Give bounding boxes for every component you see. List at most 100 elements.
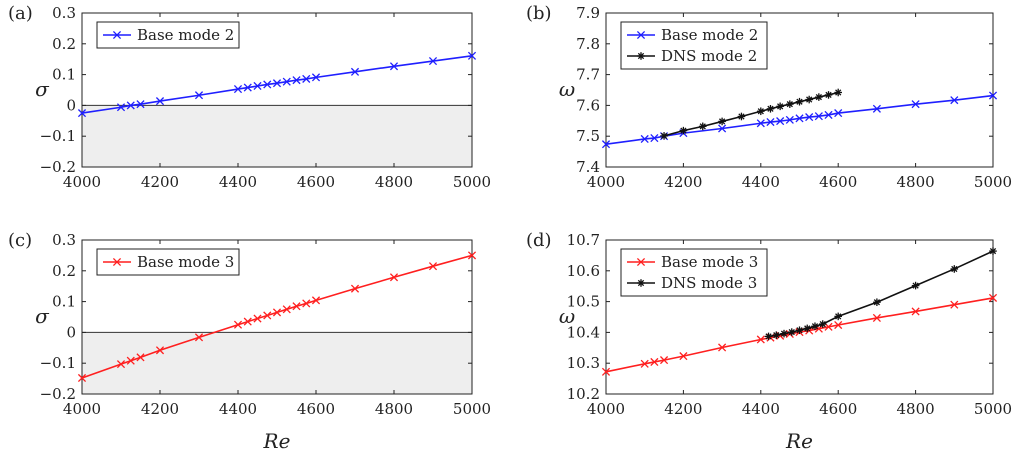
axes-frame <box>605 239 994 395</box>
series-dns-mode-3 <box>764 247 997 341</box>
data-point <box>988 91 998 100</box>
data-point <box>950 300 959 309</box>
data-point <box>194 91 204 100</box>
y-tick-label: 7.7 <box>576 66 600 84</box>
shaded-region <box>82 332 472 394</box>
legend-marker <box>636 257 646 267</box>
x-tick-label: 4200 <box>141 173 179 191</box>
y-tick-label: 0.2 <box>52 262 76 280</box>
y-tick-label: −0.2 <box>40 158 76 176</box>
data-point <box>815 93 823 101</box>
data-point <box>834 312 842 321</box>
data-point <box>467 251 477 260</box>
y-axis-label: σ <box>35 304 50 328</box>
data-point <box>737 112 746 121</box>
x-tick-label: 5000 <box>453 400 491 418</box>
data-point <box>77 109 87 118</box>
data-point <box>718 117 726 126</box>
data-point <box>988 293 998 302</box>
y-tick-label: −0.1 <box>40 127 76 145</box>
data-point <box>155 346 165 355</box>
legend-marker <box>636 30 646 40</box>
data-point <box>803 324 812 333</box>
y-axis-label: σ <box>35 77 50 101</box>
data-point <box>233 320 243 329</box>
data-point <box>872 104 881 113</box>
data-point <box>824 110 833 120</box>
data-point <box>718 343 727 352</box>
panel-label: (d) <box>526 230 552 251</box>
data-point <box>834 109 843 118</box>
data-point <box>834 320 843 330</box>
data-point <box>811 322 819 331</box>
x-tick-label: 4000 <box>587 400 625 418</box>
y-tick-label: 7.9 <box>576 4 600 22</box>
data-point <box>263 311 272 320</box>
legend-entry: DNS mode 2 <box>661 47 757 65</box>
axes-frame <box>81 12 473 168</box>
data-point <box>428 262 438 271</box>
data-point <box>786 100 794 108</box>
y-tick-label: 10.7 <box>567 231 600 249</box>
y-tick-label: 10.3 <box>567 354 600 372</box>
panel-label: (b) <box>526 3 552 24</box>
data-point <box>787 328 796 336</box>
data-point <box>302 299 311 308</box>
panel-label: (a) <box>8 3 33 24</box>
x-tick-label: 4800 <box>897 173 935 191</box>
legend-entry: Base mode 3 <box>137 253 234 271</box>
x-tick-label: 4200 <box>664 173 702 191</box>
data-point <box>253 314 262 323</box>
data-point <box>302 74 311 83</box>
data-point <box>263 80 272 89</box>
legend-entry: DNS mode 3 <box>661 274 757 292</box>
y-axis-label: ω <box>559 77 575 101</box>
x-tick-label: 4400 <box>219 173 257 191</box>
data-point <box>805 95 813 104</box>
data-point <box>311 296 321 305</box>
legend-box <box>620 21 768 70</box>
legend-marker <box>637 52 645 60</box>
data-point <box>601 140 611 149</box>
y-tick-label: 10.5 <box>567 293 600 311</box>
data-point <box>350 284 360 293</box>
x-tick-label: 5000 <box>974 400 1012 418</box>
data-point <box>660 132 668 140</box>
legend-entry: Base mode 3 <box>661 253 758 271</box>
data-point <box>795 97 804 106</box>
series-dns-mode-2 <box>660 88 842 140</box>
data-point <box>873 298 881 307</box>
data-point <box>640 134 649 144</box>
y-tick-label: 0 <box>66 323 76 341</box>
x-tick-label: 4600 <box>819 400 857 418</box>
legend-marker <box>112 257 122 267</box>
axes-frame <box>81 239 473 395</box>
data-point <box>834 88 842 97</box>
series-base-mode-3 <box>77 251 477 383</box>
x-tick-label: 4000 <box>587 173 625 191</box>
data-point <box>389 273 399 282</box>
data-point <box>650 133 659 143</box>
shaded-region <box>82 105 472 167</box>
legend-entry: Base mode 2 <box>137 26 234 44</box>
panel-label: (c) <box>8 230 32 251</box>
series-line <box>768 250 994 338</box>
data-point <box>795 114 804 123</box>
x-tick-label: 4600 <box>297 173 335 191</box>
data-point <box>194 333 204 342</box>
data-point <box>950 96 959 105</box>
data-point <box>679 352 688 361</box>
data-point <box>805 113 814 122</box>
x-tick-label: 4800 <box>375 400 413 418</box>
legend: Base mode 3 DNS mode 3 <box>620 248 768 297</box>
data-point <box>785 115 794 124</box>
data-point <box>824 91 833 99</box>
x-axis-label: Re <box>263 429 291 453</box>
data-point <box>292 302 301 311</box>
chart-panel-c: 4000 4200 4400 4600 4800 5000 −0.2 −0.1 0 0.1 0.2 0… <box>8 230 491 453</box>
data-point <box>253 81 262 91</box>
x-tick-label: 4200 <box>141 400 179 418</box>
y-tick-label: 0.3 <box>52 4 76 22</box>
data-point <box>776 117 785 126</box>
data-point <box>272 79 282 88</box>
